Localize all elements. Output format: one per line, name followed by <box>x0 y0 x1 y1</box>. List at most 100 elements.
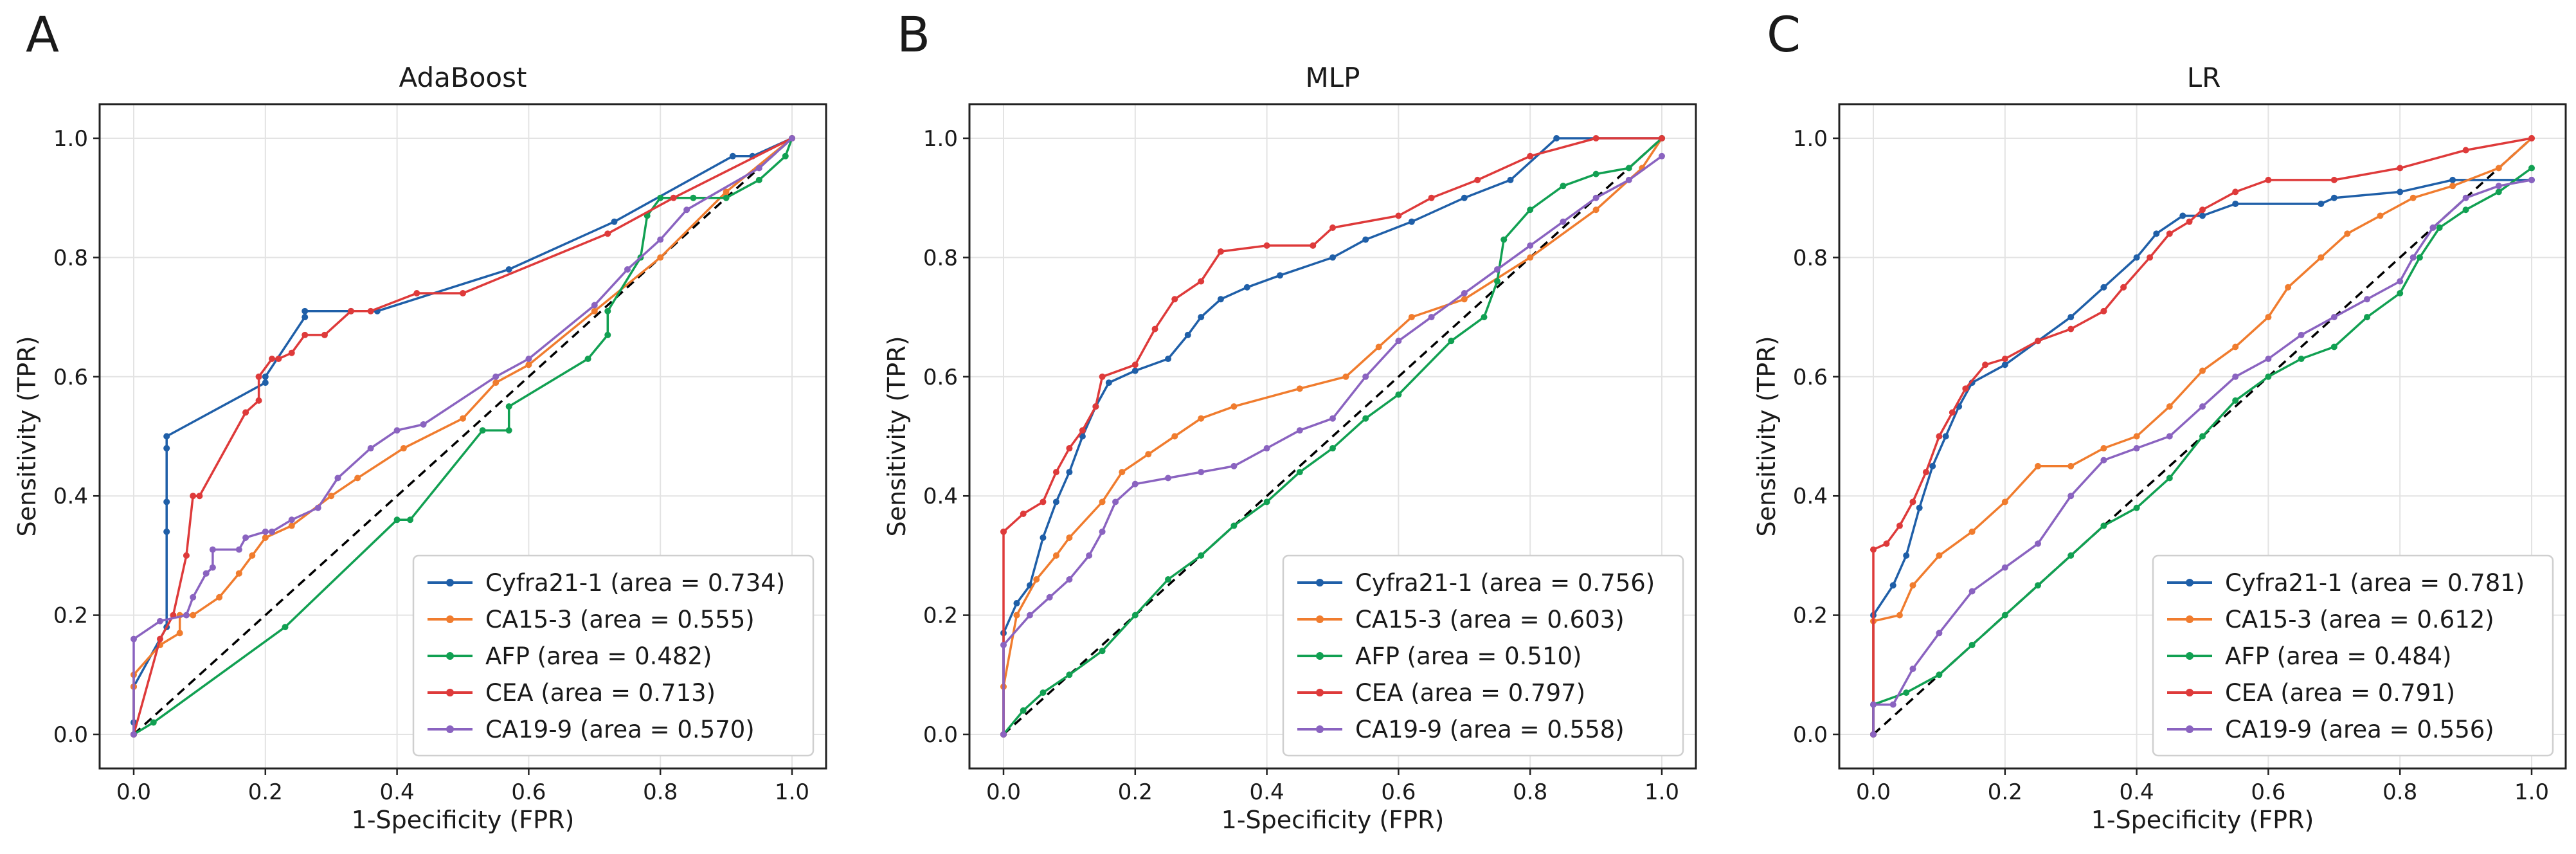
legend-marker <box>2186 652 2193 660</box>
data-point-afp <box>1494 278 1500 285</box>
data-point-afp <box>755 176 762 183</box>
data-point-ca19-9 <box>288 516 295 523</box>
data-point-cea <box>1949 409 1956 416</box>
legend-entry-ca19-9: CA19-9 (area = 0.558) <box>1297 716 1625 743</box>
data-point-ca15-3 <box>328 493 335 500</box>
data-point-ca19-9 <box>755 165 762 172</box>
data-point-afp <box>407 516 414 523</box>
data-point-cea <box>1870 546 1877 553</box>
plot-frame <box>968 103 1697 770</box>
data-point-ca19-9 <box>131 731 137 738</box>
data-point-cea <box>2120 284 2127 291</box>
x-tick-label: 0.0 <box>1856 779 1891 805</box>
legend-label: Cyfra21-1 (area = 0.781) <box>2225 569 2525 597</box>
legend-marker <box>2186 689 2193 696</box>
x-tick-label: 1.0 <box>1644 779 1679 805</box>
data-point-afp <box>1968 641 1976 648</box>
data-point-cea <box>1171 296 1178 303</box>
legend-entry-afp: AFP (area = 0.482) <box>428 642 712 670</box>
data-point-ca15-3 <box>1052 552 1059 559</box>
legend-marker <box>1316 579 1324 586</box>
y-axis-ticks: 0.0 0.2 0.4 0.6 0.8 1.0 <box>53 126 100 748</box>
chance-diagonal <box>1002 137 1663 736</box>
data-point-ca15-3 <box>249 552 256 559</box>
data-point-afp <box>1527 206 1534 214</box>
data-point-ca15-3 <box>1408 314 1415 321</box>
data-point-ca19-9 <box>2100 457 2107 464</box>
data-point-ca19-9 <box>203 570 210 577</box>
legend-marker <box>1316 652 1324 660</box>
data-point-afp <box>1560 183 1567 190</box>
data-point-ca15-3 <box>1171 433 1178 440</box>
data-point-ca19-9 <box>1909 666 1916 673</box>
data-point-cea <box>2265 176 2272 183</box>
series-cyfra21-1 <box>1870 176 2535 738</box>
legend-label: CEA (area = 0.797) <box>1355 679 1585 707</box>
series-ca19-9 <box>131 135 795 738</box>
data-point-cyfra21-1 <box>1040 534 1047 541</box>
chance-diagonal <box>132 137 793 736</box>
y-tick-label: 0.8 <box>53 245 88 271</box>
x-tick-label: 0.2 <box>1118 779 1153 805</box>
data-point-ca19-9 <box>1165 475 1171 482</box>
data-point-afp <box>723 194 730 201</box>
data-point-afp <box>1936 671 1943 678</box>
data-point-ca19-9 <box>420 421 427 428</box>
y-tick-label: 0.4 <box>1793 484 1828 509</box>
data-point-cyfra21-1 <box>302 314 309 321</box>
roc-curves <box>1870 135 2535 738</box>
data-point-cea <box>2035 338 2041 345</box>
data-point-afp <box>1296 469 1303 476</box>
data-point-afp <box>282 624 289 631</box>
x-tick-label: 0.4 <box>2120 779 2154 805</box>
data-point-cyfra21-1 <box>1929 462 1936 469</box>
data-point-ca15-3 <box>1066 534 1073 541</box>
data-point-cyfra21-1 <box>505 266 512 273</box>
data-point-ca15-3 <box>1896 612 1903 619</box>
x-tick-label: 0.0 <box>116 779 151 805</box>
legend-label: CA15-3 (area = 0.555) <box>485 606 755 633</box>
data-point-afp <box>2265 373 2272 380</box>
data-point-cyfra21-1 <box>302 307 309 314</box>
x-tick-label: 0.4 <box>380 779 415 805</box>
data-point-cyfra21-1 <box>262 379 269 386</box>
data-point-afp <box>1263 498 1270 505</box>
data-point-ca19-9 <box>262 528 269 535</box>
data-point-afp <box>479 427 486 434</box>
data-point-ca19-9 <box>2265 355 2272 362</box>
panel-lr: C LR 0.0 0.2 0.4 0.6 0.8 1.0 0.0 0.2 0.4 0.6 0.8 1… <box>1752 6 2567 834</box>
data-point-ca19-9 <box>2409 254 2417 261</box>
data-point-ca19-9 <box>393 427 401 434</box>
data-point-ca15-3 <box>2035 462 2041 469</box>
data-point-cyfra21-1 <box>2232 200 2239 207</box>
data-point-ca19-9 <box>183 612 190 619</box>
data-point-cea <box>190 493 197 500</box>
data-point-cea <box>196 493 203 500</box>
legend-label: Cyfra21-1 (area = 0.756) <box>1355 569 1655 597</box>
data-point-ca15-3 <box>1592 206 1599 214</box>
data-point-afp <box>1362 415 1369 422</box>
legend-marker <box>446 725 454 733</box>
y-tick-label: 0.2 <box>923 603 958 629</box>
legend-label: CA19-9 (area = 0.558) <box>1355 716 1625 743</box>
data-point-ca19-9 <box>2528 176 2535 183</box>
data-point-ca19-9 <box>2298 331 2305 338</box>
data-point-cea <box>1962 385 1969 392</box>
data-point-ca19-9 <box>367 445 374 452</box>
legend: Cyfra21-1 (area = 0.734) CA15-3 (area = 0… <box>412 554 815 757</box>
data-point-ca15-3 <box>400 445 407 452</box>
data-point-afp <box>1099 648 1106 655</box>
data-point-cyfra21-1 <box>163 433 170 440</box>
data-point-ca15-3 <box>1013 612 1020 619</box>
chart-title-lr: LR <box>2187 62 2221 93</box>
data-point-cyfra21-1 <box>1066 469 1073 476</box>
data-point-ca19-9 <box>1494 266 1500 273</box>
data-point-ca19-9 <box>1066 576 1073 583</box>
data-point-ca19-9 <box>657 236 664 243</box>
data-point-ca15-3 <box>190 612 197 619</box>
data-point-ca15-3 <box>1145 451 1152 458</box>
legend-label: CA19-9 (area = 0.570) <box>485 716 755 743</box>
legend-entry-afp: AFP (area = 0.510) <box>1297 642 1582 670</box>
data-point-ca19-9 <box>683 206 690 214</box>
